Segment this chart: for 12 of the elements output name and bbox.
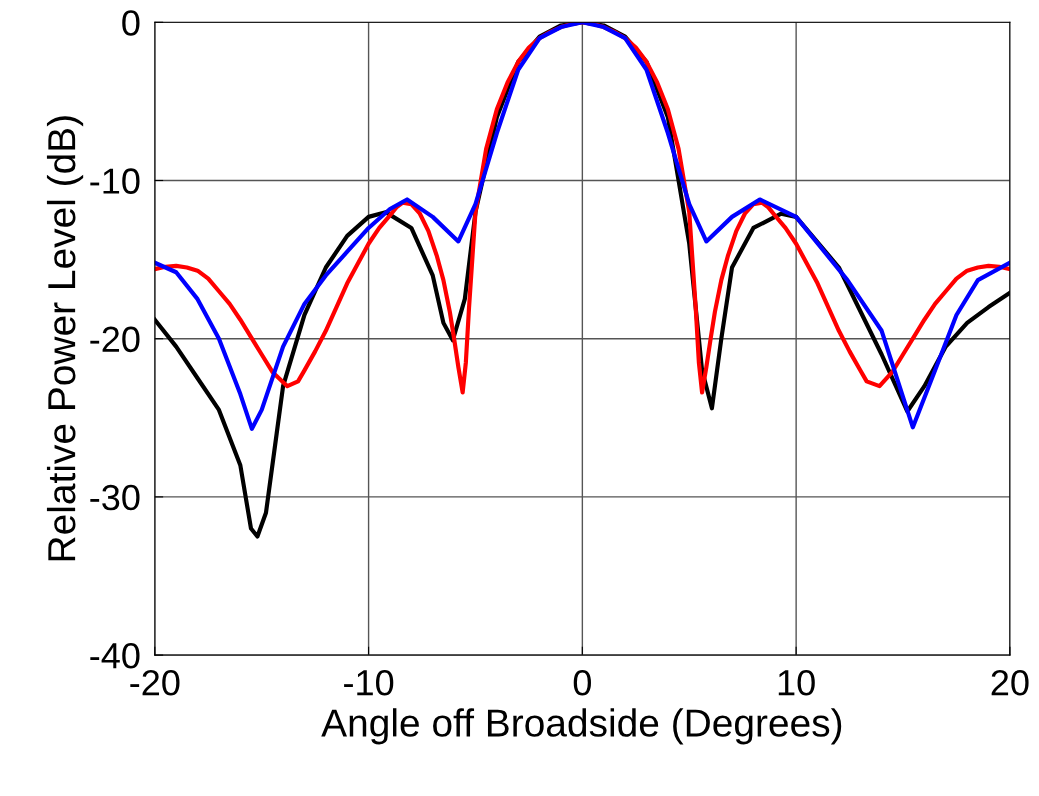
y-tick-label: -30 — [90, 484, 140, 511]
y-tick-label: -40 — [90, 642, 140, 669]
x-axis-title: Angle off Broadside (Degrees) — [321, 708, 842, 745]
x-tick-label: 20 — [991, 669, 1029, 696]
y-tick-label: 0 — [122, 10, 140, 36]
x-tick-label: -10 — [344, 669, 394, 696]
y-tick-label: -20 — [90, 326, 140, 353]
y-axis-title: Relative Power Level (dB) — [46, 116, 84, 561]
x-tick-label: -20 — [130, 669, 180, 696]
x-tick-label: 0 — [573, 669, 591, 696]
x-tick-label: 10 — [778, 669, 815, 696]
y-tick-label: -10 — [90, 168, 140, 194]
